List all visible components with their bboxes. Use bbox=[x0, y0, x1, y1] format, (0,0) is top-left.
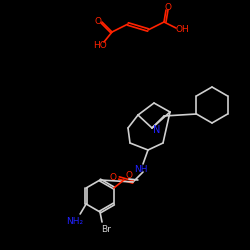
Text: O: O bbox=[110, 172, 116, 182]
Text: HO: HO bbox=[93, 40, 107, 50]
Text: O: O bbox=[125, 172, 132, 180]
Text: OH: OH bbox=[175, 26, 189, 35]
Text: O: O bbox=[94, 16, 102, 26]
Text: N: N bbox=[153, 125, 161, 135]
Text: O: O bbox=[164, 2, 172, 12]
Text: NH: NH bbox=[134, 164, 148, 173]
Text: Br: Br bbox=[101, 224, 111, 234]
Text: NH₂: NH₂ bbox=[66, 216, 84, 226]
